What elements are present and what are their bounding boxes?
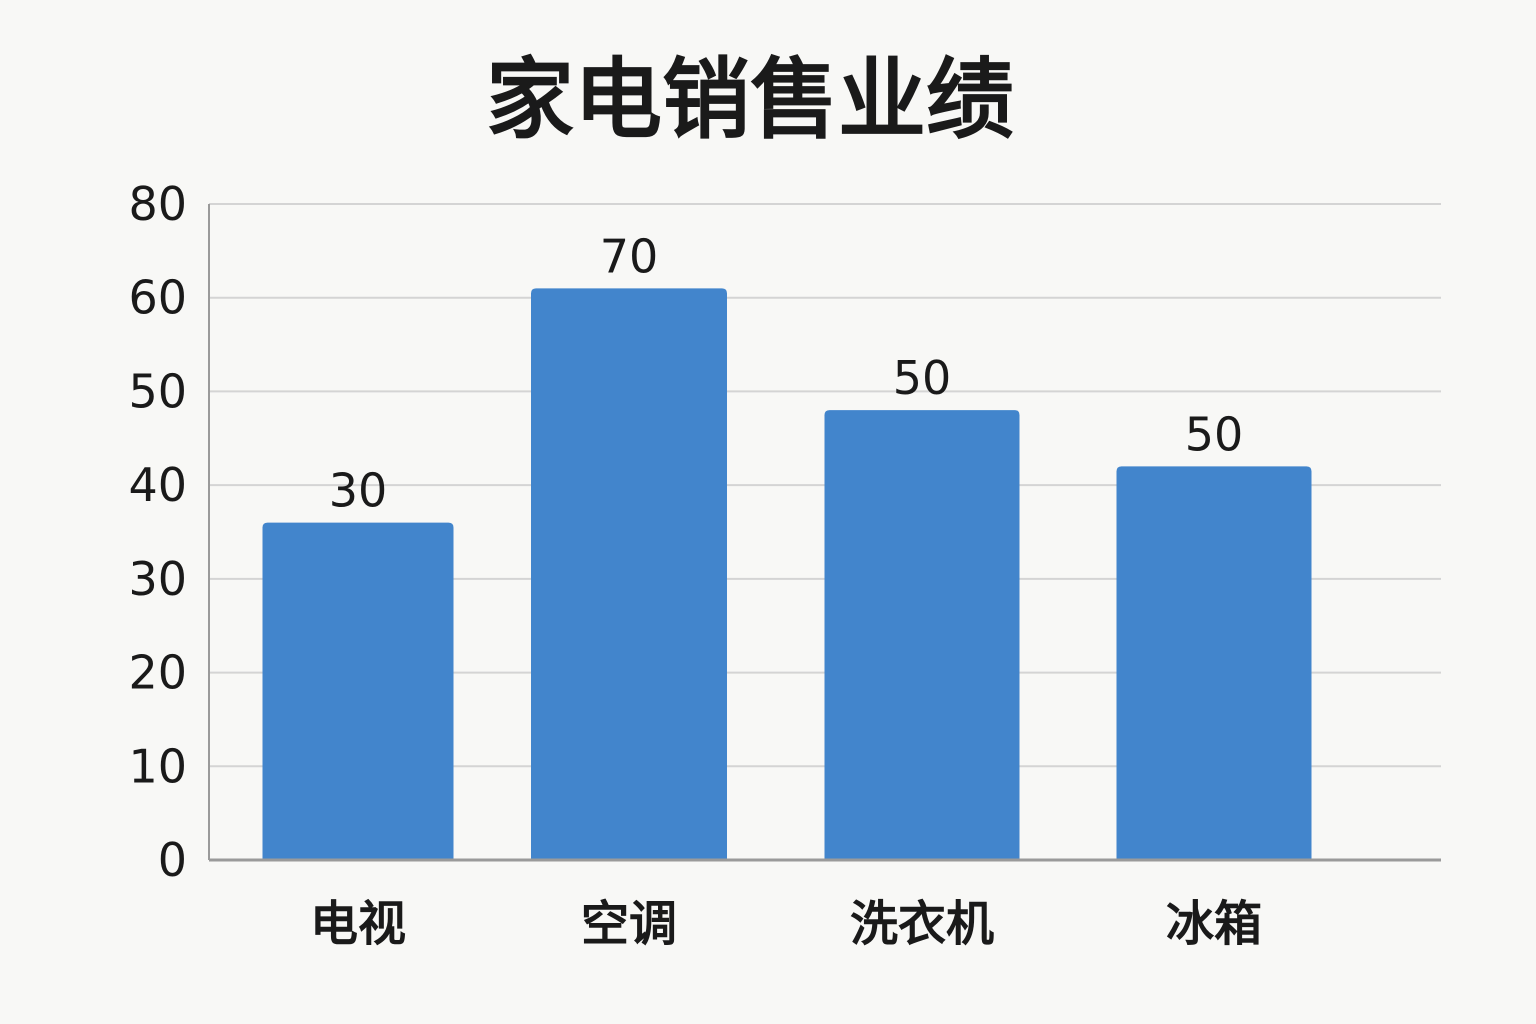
chart-title: 家电销售业绩 — [486, 48, 1014, 151]
y-tick-label: 40 — [128, 458, 187, 512]
x-category-label: 冰箱 — [1166, 896, 1262, 952]
x-category-label: 洗衣机 — [850, 896, 994, 952]
data-labels: 30 70 50 50 — [329, 229, 1244, 517]
bar — [531, 288, 727, 860]
x-axis-categories: 电视 空调 洗衣机 冰箱 — [310, 896, 1262, 952]
data-label: 50 — [893, 351, 952, 405]
y-tick-label: 50 — [128, 364, 187, 418]
bars — [262, 288, 1312, 860]
data-label: 30 — [329, 464, 388, 518]
data-label: 70 — [600, 229, 659, 283]
y-tick-label: 60 — [128, 271, 187, 325]
x-category-label: 电视 — [310, 896, 406, 952]
y-tick-label: 80 — [128, 177, 187, 231]
y-tick-label: 30 — [128, 552, 187, 606]
y-axis-ticks: 0 10 20 30 40 50 60 80 — [128, 177, 187, 887]
y-tick-label: 0 — [158, 833, 187, 887]
bar — [1116, 466, 1312, 860]
y-tick-label: 10 — [128, 739, 187, 793]
bar — [262, 522, 454, 860]
bar — [824, 410, 1020, 860]
y-tick-label: 20 — [128, 646, 187, 700]
data-label: 50 — [1185, 407, 1244, 461]
x-category-label: 空调 — [581, 896, 677, 952]
